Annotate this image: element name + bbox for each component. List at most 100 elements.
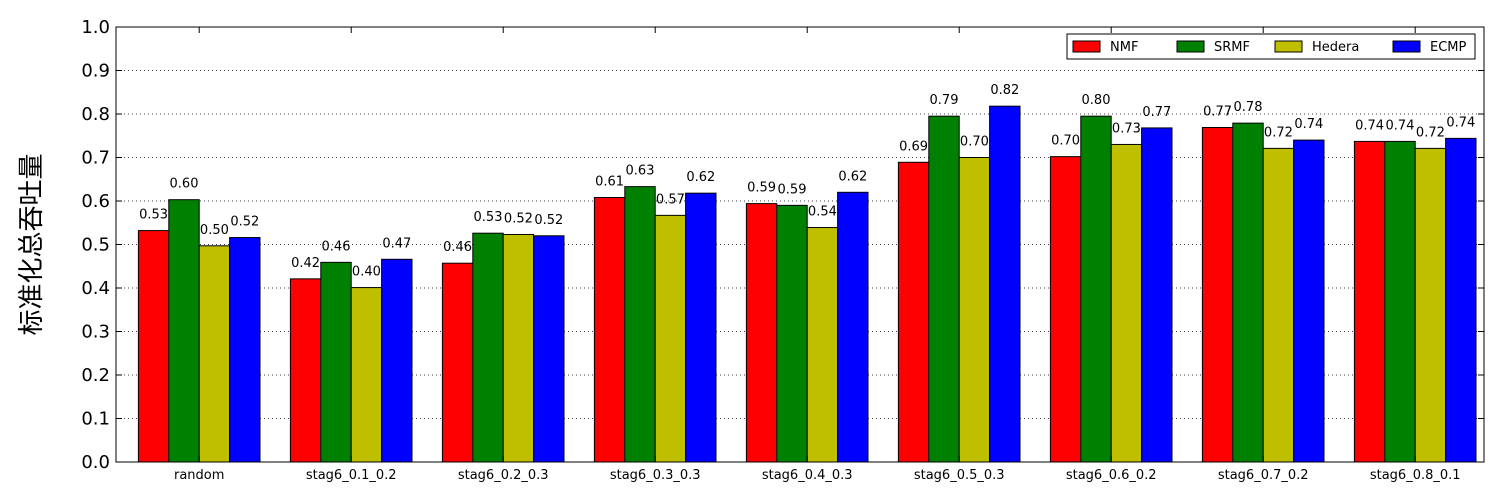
bar-value-label: 0.53 xyxy=(139,208,168,223)
bar-nmf xyxy=(897,161,930,463)
bar-hedera xyxy=(1110,143,1143,463)
bar-nmf xyxy=(441,262,474,463)
bar-value-label: 0.53 xyxy=(474,210,503,225)
bar-value-label: 0.78 xyxy=(1234,100,1263,115)
x-tick-label: stag6_0.4_0.3 xyxy=(762,468,853,483)
x-tick-label: stag6_0.1_0.2 xyxy=(306,468,397,483)
bar-nmf xyxy=(745,203,778,463)
bar-value-label: 0.62 xyxy=(686,170,715,185)
bar-hedera xyxy=(958,157,991,463)
bar-value-label: 0.80 xyxy=(1082,93,1111,108)
axis-ticks xyxy=(116,26,1484,463)
bar-value-label: 0.52 xyxy=(534,213,563,228)
bar-value-label: 0.77 xyxy=(1203,104,1232,119)
bar-value-label: 0.69 xyxy=(899,139,928,154)
bar-value-label: 0.47 xyxy=(382,236,411,251)
bar-srmf xyxy=(624,186,656,463)
y-tick-labels: 0.0 0.1 0.2 0.3 0.4 0.5 0.6 0.7 0.8 0.9 1.0 xyxy=(81,17,110,473)
bar-ecmp xyxy=(989,105,1021,463)
bar-value-label: 0.63 xyxy=(626,164,655,179)
bar-value-label: 0.60 xyxy=(170,177,199,192)
bar-ecmp xyxy=(685,192,717,463)
bar-nmf xyxy=(289,278,322,463)
bar-value-label: 0.46 xyxy=(443,240,472,255)
legend-label-hedera: Hedera xyxy=(1312,40,1359,55)
bar-value-label: 0.57 xyxy=(656,192,685,207)
bar-value-label: 0.77 xyxy=(1142,105,1171,120)
y-axis-label: 标准化总吞吐量 xyxy=(17,153,47,335)
legend-swatch-srmf xyxy=(1176,40,1205,53)
x-tick-label: stag6_0.8_0.1 xyxy=(1370,468,1461,483)
legend-label-ecmp: ECMP xyxy=(1430,40,1467,55)
legend-swatch-hedera xyxy=(1274,40,1303,53)
bar-value-label: 0.52 xyxy=(504,211,533,226)
legend-swatch-ecmp xyxy=(1392,40,1421,53)
legend-label-nmf: NMF xyxy=(1110,40,1138,55)
x-tick-label: stag6_0.5_0.3 xyxy=(914,468,1005,483)
bar-value-label: 0.74 xyxy=(1355,118,1384,133)
bar-value-label: 0.70 xyxy=(1051,134,1080,149)
y-tick-label: 1.0 xyxy=(81,17,110,38)
bar-value-label: 0.62 xyxy=(838,169,867,184)
legend-label-srmf: SRMF xyxy=(1214,40,1250,55)
bar-value-label: 0.52 xyxy=(230,215,259,230)
bar-srmf xyxy=(168,199,200,463)
legend-swatch-nmf xyxy=(1072,40,1101,53)
x-tick-label: stag6_0.2_0.3 xyxy=(458,468,549,483)
y-tick-label: 0.1 xyxy=(81,409,110,430)
bar-ecmp xyxy=(533,235,565,463)
bar-hedera xyxy=(502,233,535,463)
bar-nmf xyxy=(1201,126,1234,463)
bar-hedera xyxy=(198,245,231,463)
y-tick-label: 0.7 xyxy=(81,148,110,169)
bar-ecmp xyxy=(837,191,869,463)
y-tick-label: 0.2 xyxy=(81,365,110,386)
bar-value-label: 0.70 xyxy=(960,135,989,150)
bar-nmf xyxy=(137,230,170,463)
bar-value-label: 0.42 xyxy=(291,256,320,271)
bar-ecmp xyxy=(1141,127,1173,463)
bar-value-label: 0.74 xyxy=(1386,118,1415,133)
y-tick-label: 0.4 xyxy=(81,278,110,299)
bar-hedera xyxy=(1262,147,1295,463)
bar-value-label: 0.73 xyxy=(1112,121,1141,136)
bar-value-label: 0.54 xyxy=(808,205,837,220)
bar-value-label: 0.50 xyxy=(200,223,229,238)
y-tick-label: 0.5 xyxy=(81,235,110,256)
bar-value-label: 0.40 xyxy=(352,265,381,280)
x-tick-labels: random stag6_0.1_0.2 stag6_0.2_0.3 stag6_0.… xyxy=(174,468,1461,483)
bar-ecmp xyxy=(1445,137,1477,463)
bar-value-label: 0.72 xyxy=(1264,125,1293,140)
y-tick-label: 0.9 xyxy=(81,61,110,82)
bar-nmf xyxy=(1049,156,1082,463)
bar-value-label: 0.46 xyxy=(322,239,351,254)
bar-value-labels: 0.530.600.500.520.420.460.400.47 0.460.53… xyxy=(139,83,1475,279)
y-tick-label: 0.8 xyxy=(81,104,110,125)
bar-hedera xyxy=(350,287,383,463)
bar-srmf xyxy=(1080,115,1112,463)
bar-nmf xyxy=(593,197,626,463)
bar-hedera xyxy=(1414,147,1447,463)
bar-srmf xyxy=(1232,122,1264,463)
y-tick-label: 0.3 xyxy=(81,322,110,343)
x-tick-label: random xyxy=(174,468,224,483)
legend: NMF SRMF Hedera ECMP xyxy=(1066,33,1476,60)
x-tick-label: stag6_0.3_0.3 xyxy=(610,468,701,483)
bar-value-label: 0.74 xyxy=(1446,115,1475,130)
bar-ecmp xyxy=(229,237,261,463)
bar-hedera xyxy=(654,214,687,463)
bar-value-label: 0.82 xyxy=(990,83,1019,98)
bar-value-label: 0.59 xyxy=(778,182,807,197)
bar-value-label: 0.79 xyxy=(930,93,959,108)
bar-srmf xyxy=(320,261,352,463)
bar-nmf xyxy=(1353,140,1386,463)
y-tick-label: 0.6 xyxy=(81,191,110,212)
y-tick-label: 0.0 xyxy=(81,452,110,473)
bar-hedera xyxy=(806,227,839,463)
bar-srmf xyxy=(776,204,808,463)
bar-ecmp xyxy=(1293,139,1325,463)
bar-value-label: 0.59 xyxy=(747,181,776,196)
x-tick-label: stag6_0.6_0.2 xyxy=(1066,468,1157,483)
bar-value-label: 0.61 xyxy=(595,175,624,190)
